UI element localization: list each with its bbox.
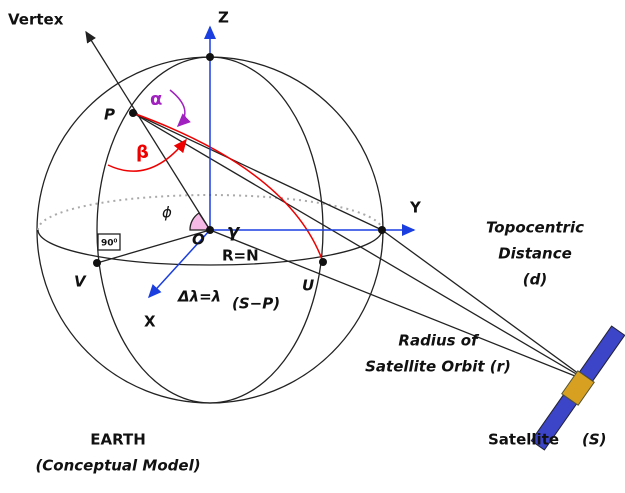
label: Topocentric xyxy=(486,219,584,237)
label: (d) xyxy=(523,271,547,289)
label: Y xyxy=(409,199,422,217)
vertex-axis xyxy=(85,30,211,231)
line-o-satellite xyxy=(209,229,591,383)
line-o-v xyxy=(96,229,211,264)
point-u xyxy=(319,258,327,266)
label: (Conceptual Model) xyxy=(35,457,200,475)
line-orbit xyxy=(381,229,591,383)
point-p xyxy=(129,109,137,117)
solar-panel xyxy=(578,325,625,382)
phi-wedge xyxy=(189,212,212,231)
point-v xyxy=(93,259,101,267)
geometry xyxy=(36,30,591,404)
label: U xyxy=(302,277,314,295)
label: 90⁰ xyxy=(101,239,118,249)
label: Distance xyxy=(498,245,572,263)
right-angle-box xyxy=(97,233,121,251)
label: V xyxy=(74,273,87,291)
satellite-body xyxy=(561,370,595,406)
label: ϕ xyxy=(162,204,172,222)
label: O xyxy=(192,231,205,249)
point-y xyxy=(378,226,386,234)
label: R=N xyxy=(222,247,259,265)
point-o xyxy=(206,226,214,234)
label: α xyxy=(150,89,162,110)
label: Vertex xyxy=(8,11,64,29)
x-axis xyxy=(147,229,211,299)
equator-front xyxy=(37,229,383,266)
line-p-satellite xyxy=(132,112,591,383)
label: Δλ=λ xyxy=(177,288,221,306)
point-z xyxy=(206,53,214,61)
label: Radius of xyxy=(398,332,480,350)
label: P xyxy=(104,106,115,124)
points xyxy=(93,53,386,267)
alpha-arc xyxy=(169,89,191,128)
label: γ xyxy=(227,221,241,242)
label: (S) xyxy=(582,431,607,449)
label: β xyxy=(136,142,149,163)
label: (S−P) xyxy=(232,295,280,313)
label: X xyxy=(144,313,156,331)
label: Z xyxy=(218,9,229,27)
label: Satellite Orbit (r) xyxy=(365,358,511,376)
axes xyxy=(147,25,416,299)
beta-arc xyxy=(107,138,187,172)
line-p-y xyxy=(132,112,383,231)
label: EARTH xyxy=(90,431,146,449)
great-circle-arc xyxy=(132,112,324,263)
label: Satellite xyxy=(488,431,559,449)
satellite-icon xyxy=(530,325,625,451)
